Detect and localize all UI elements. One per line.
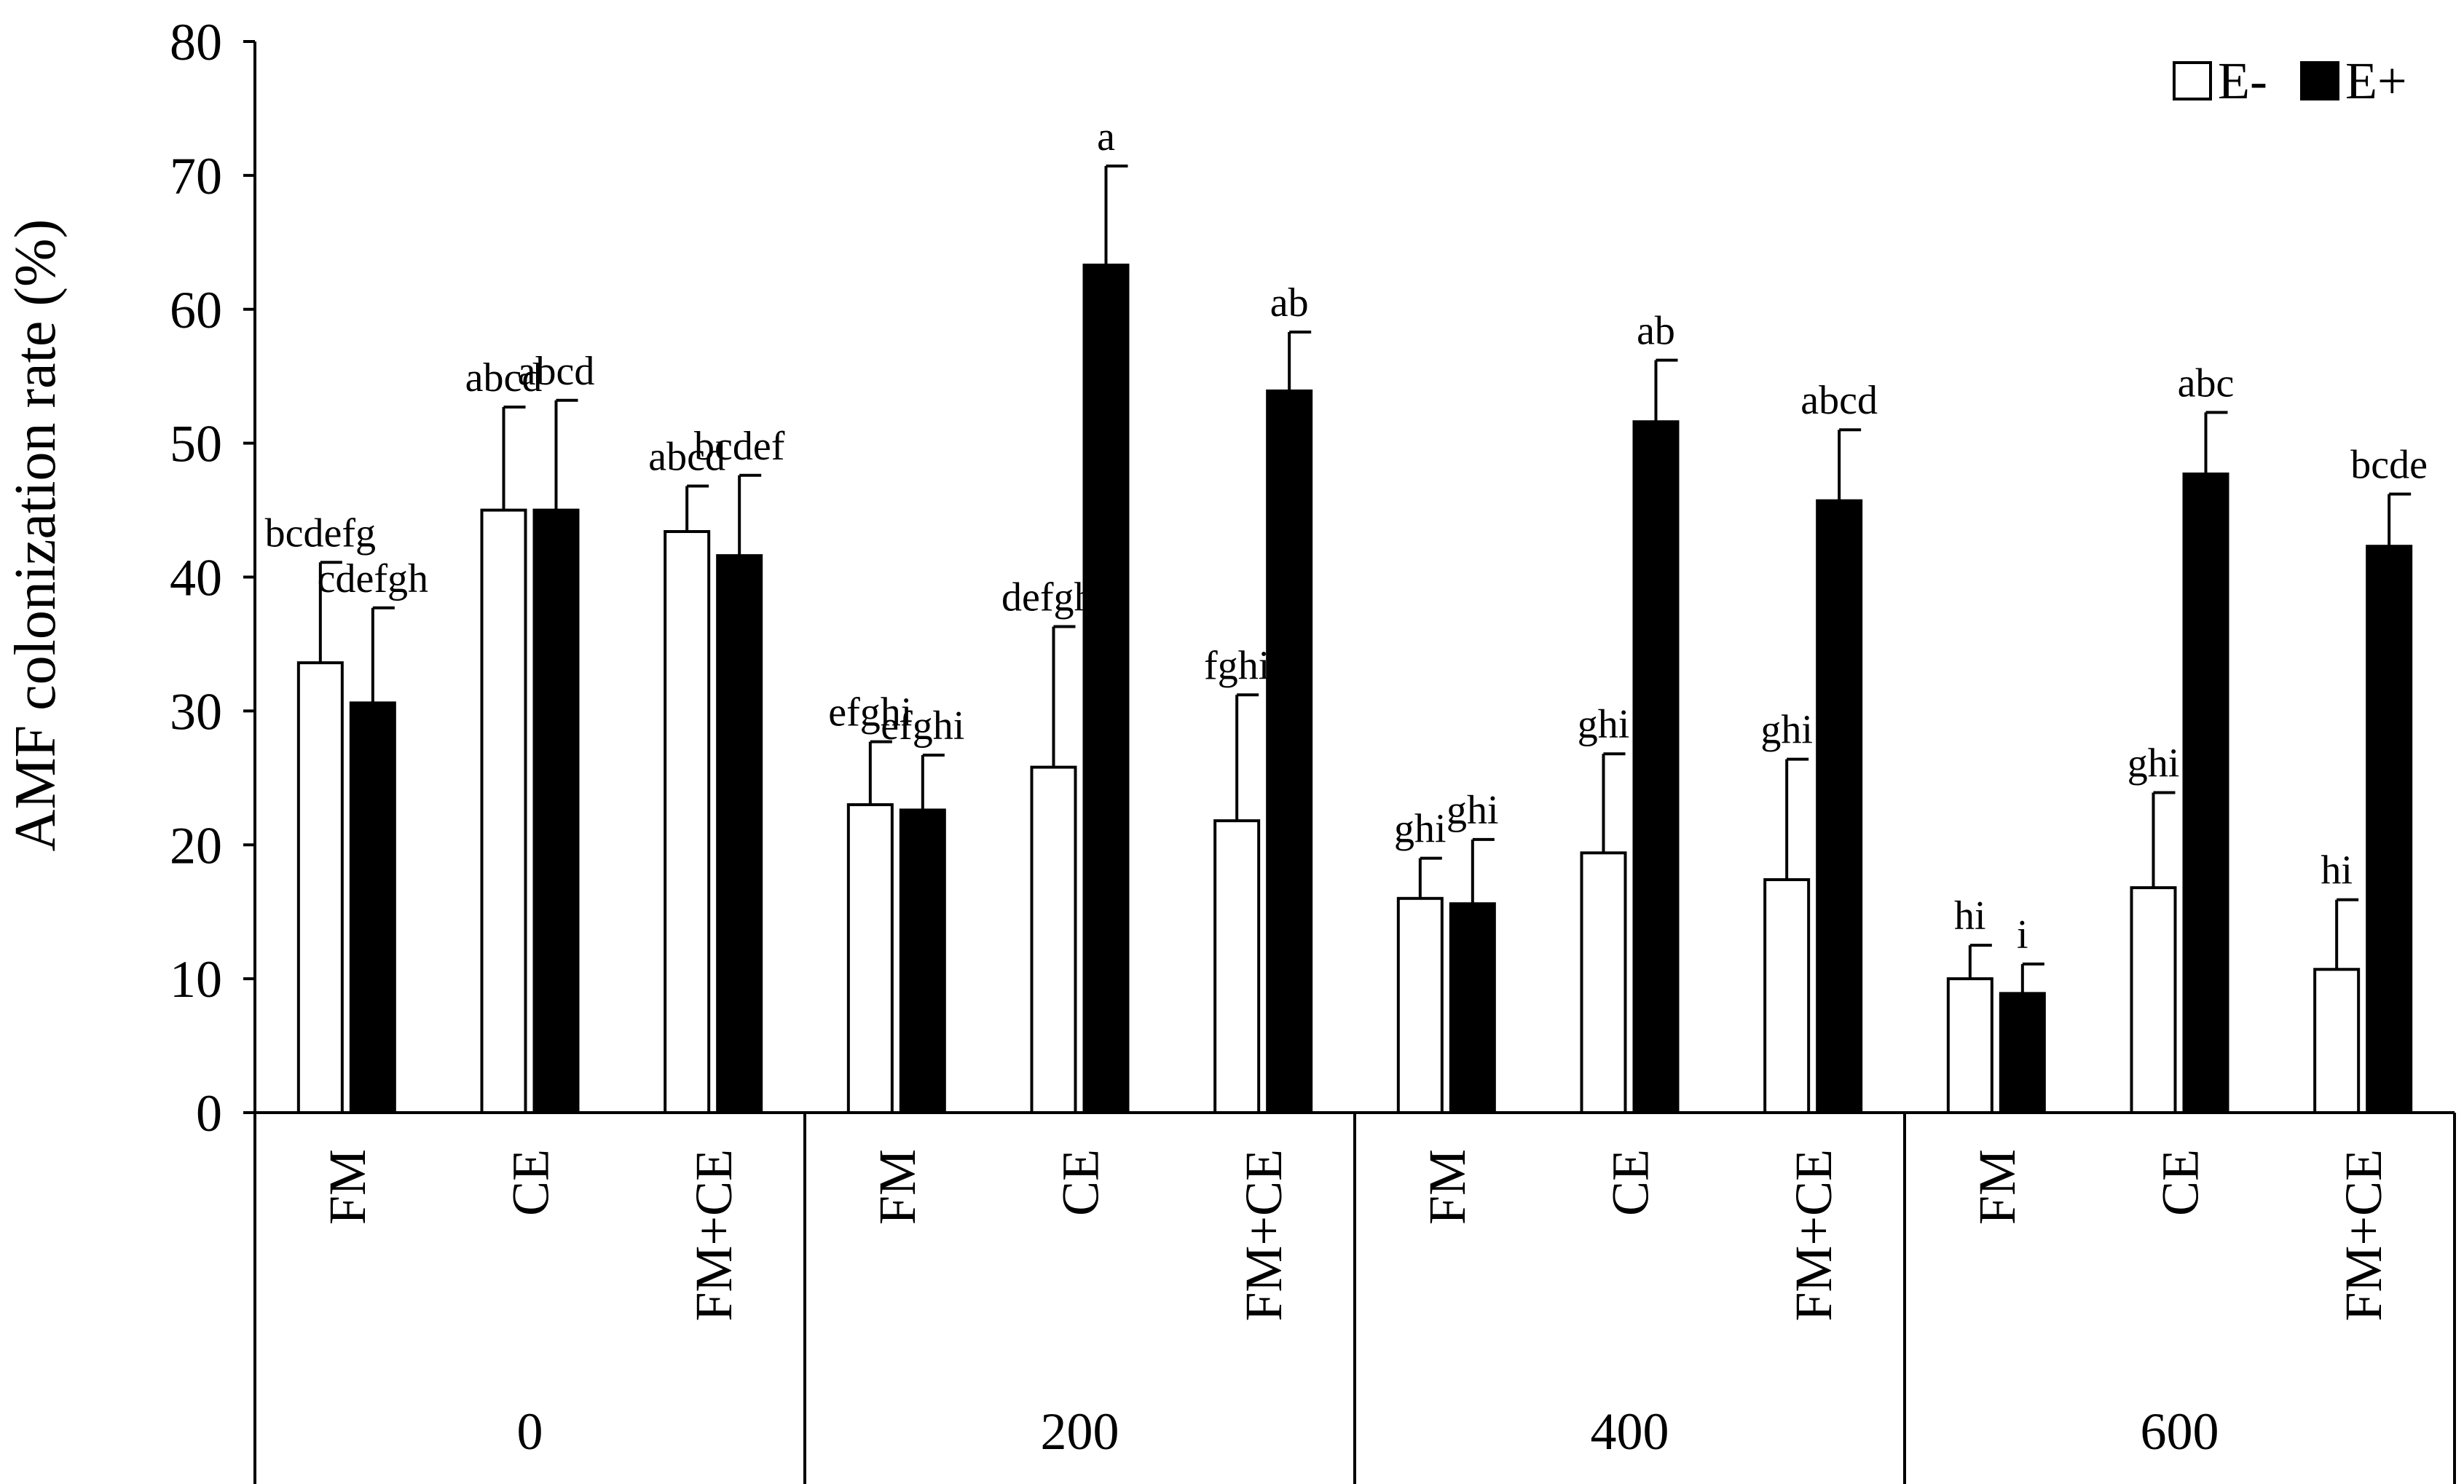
y-tick-label: 30 [170,682,222,741]
bar-E+ [1449,902,1496,1115]
y-axis-title: AMF colonization rate (%) [4,219,68,852]
significance-letter: ghi [2128,741,2180,786]
y-tick-label: 0 [196,1084,222,1142]
significance-letter: ghi [1578,702,1630,747]
significance-letter: ghi [1760,708,1813,753]
x-category-label: CE [1602,1149,1660,1216]
bar-E- [2313,968,2361,1115]
bar-E+ [1082,264,1130,1114]
bar-E- [480,508,527,1114]
y-tick-label: 10 [170,950,222,1009]
significance-letter: ghi [1446,788,1499,833]
significance-letter: hi [2321,848,2353,893]
significance-letter: ab [1270,280,1309,325]
significance-letter: ab [1637,309,1675,354]
x-category-label: FM+CE [685,1149,743,1322]
x-category-label: FM [868,1149,926,1225]
y-tick-label: 80 [170,13,222,71]
x-category-label: CE [2152,1149,2210,1216]
x-category-label: CE [502,1149,560,1216]
y-tick-label: 50 [170,415,222,473]
significance-letter: abc [2178,360,2235,406]
significance-letter: abcd [518,349,595,394]
significance-letter: efghi [881,703,964,749]
bar-E+ [1999,992,2046,1114]
significance-letter: abcd [648,434,725,479]
x-group-label: 200 [1041,1402,1119,1461]
significance-letter: hi [1954,893,1986,939]
bar-E- [1396,896,1444,1115]
x-axis: FM CE FM+CE FM CE FM+CE FM CE FM+CE FM CE FM+CE 0 200… [253,1111,2456,1484]
x-category-label: FM [1968,1149,2026,1225]
x-category-label: FM [1418,1149,1476,1225]
bar-E+ [2366,545,2413,1114]
significance-letter: ghi [1394,807,1446,852]
bar-E+ [1816,499,1863,1114]
significance-letter: abcd [465,355,543,400]
significance-letter: bcdef [694,424,785,469]
x-category-label: CE [1052,1149,1110,1216]
legend-swatch-E+ [2300,61,2339,100]
significance-letter: i [2017,912,2028,958]
bar-E- [846,803,894,1115]
bar-E- [1030,765,1077,1115]
y-tick-label: 40 [170,549,222,607]
x-category-label: FM+CE [2334,1149,2393,1322]
bar-E- [664,529,711,1114]
legend: E- E+ [2173,52,2407,110]
y-tick-label: 20 [170,816,222,875]
x-category-label: FM+CE [1235,1149,1293,1322]
x-group-label: 600 [2141,1402,2219,1461]
bar-E+ [1266,389,1313,1114]
bar-E- [2130,886,2177,1114]
bar-E+ [899,808,946,1114]
bar-E- [1946,977,1993,1114]
x-group-label: 400 [1591,1402,1669,1461]
significance-letter: abcd [1800,378,1878,423]
bar-E- [1580,851,1627,1114]
bar-E+ [716,554,763,1114]
y-axis-ticks: 0 10 20 30 40 50 60 70 80 [170,13,256,1142]
bar-E+ [1632,420,1680,1114]
significance-letter: cdefgh [318,556,428,601]
y-axis-title-group: AMF colonization rate (%) [4,219,68,852]
bar-E+ [532,508,580,1114]
significance-letter: a [1097,114,1115,159]
significance-letter: bcdefg [265,510,376,556]
y-tick-label: 70 [170,147,222,205]
x-group-label: 0 [517,1402,543,1461]
bar-E+ [349,701,396,1114]
bar-E- [1213,819,1261,1114]
legend-label-E-: E- [2218,52,2267,110]
bar-marks [296,165,2413,1115]
significance-letter: defghi [1001,575,1106,620]
significance-letter: bcde [2350,442,2428,487]
bar-E+ [2182,472,2229,1114]
significance-letter: fghi [1204,643,1270,688]
x-category-label: FM [318,1149,377,1225]
significance-letters: bcdefgcdefghabcdabcdabcdbcdefefghiefghid… [265,114,2428,958]
legend-swatch-E- [2173,61,2212,100]
bar-E- [296,661,344,1114]
x-category-label: FM+CE [1784,1149,1843,1322]
significance-letter: efghi [828,690,912,735]
bar-E- [1763,878,1811,1114]
legend-label-E+: E+ [2345,52,2407,110]
y-tick-label: 60 [170,281,222,339]
